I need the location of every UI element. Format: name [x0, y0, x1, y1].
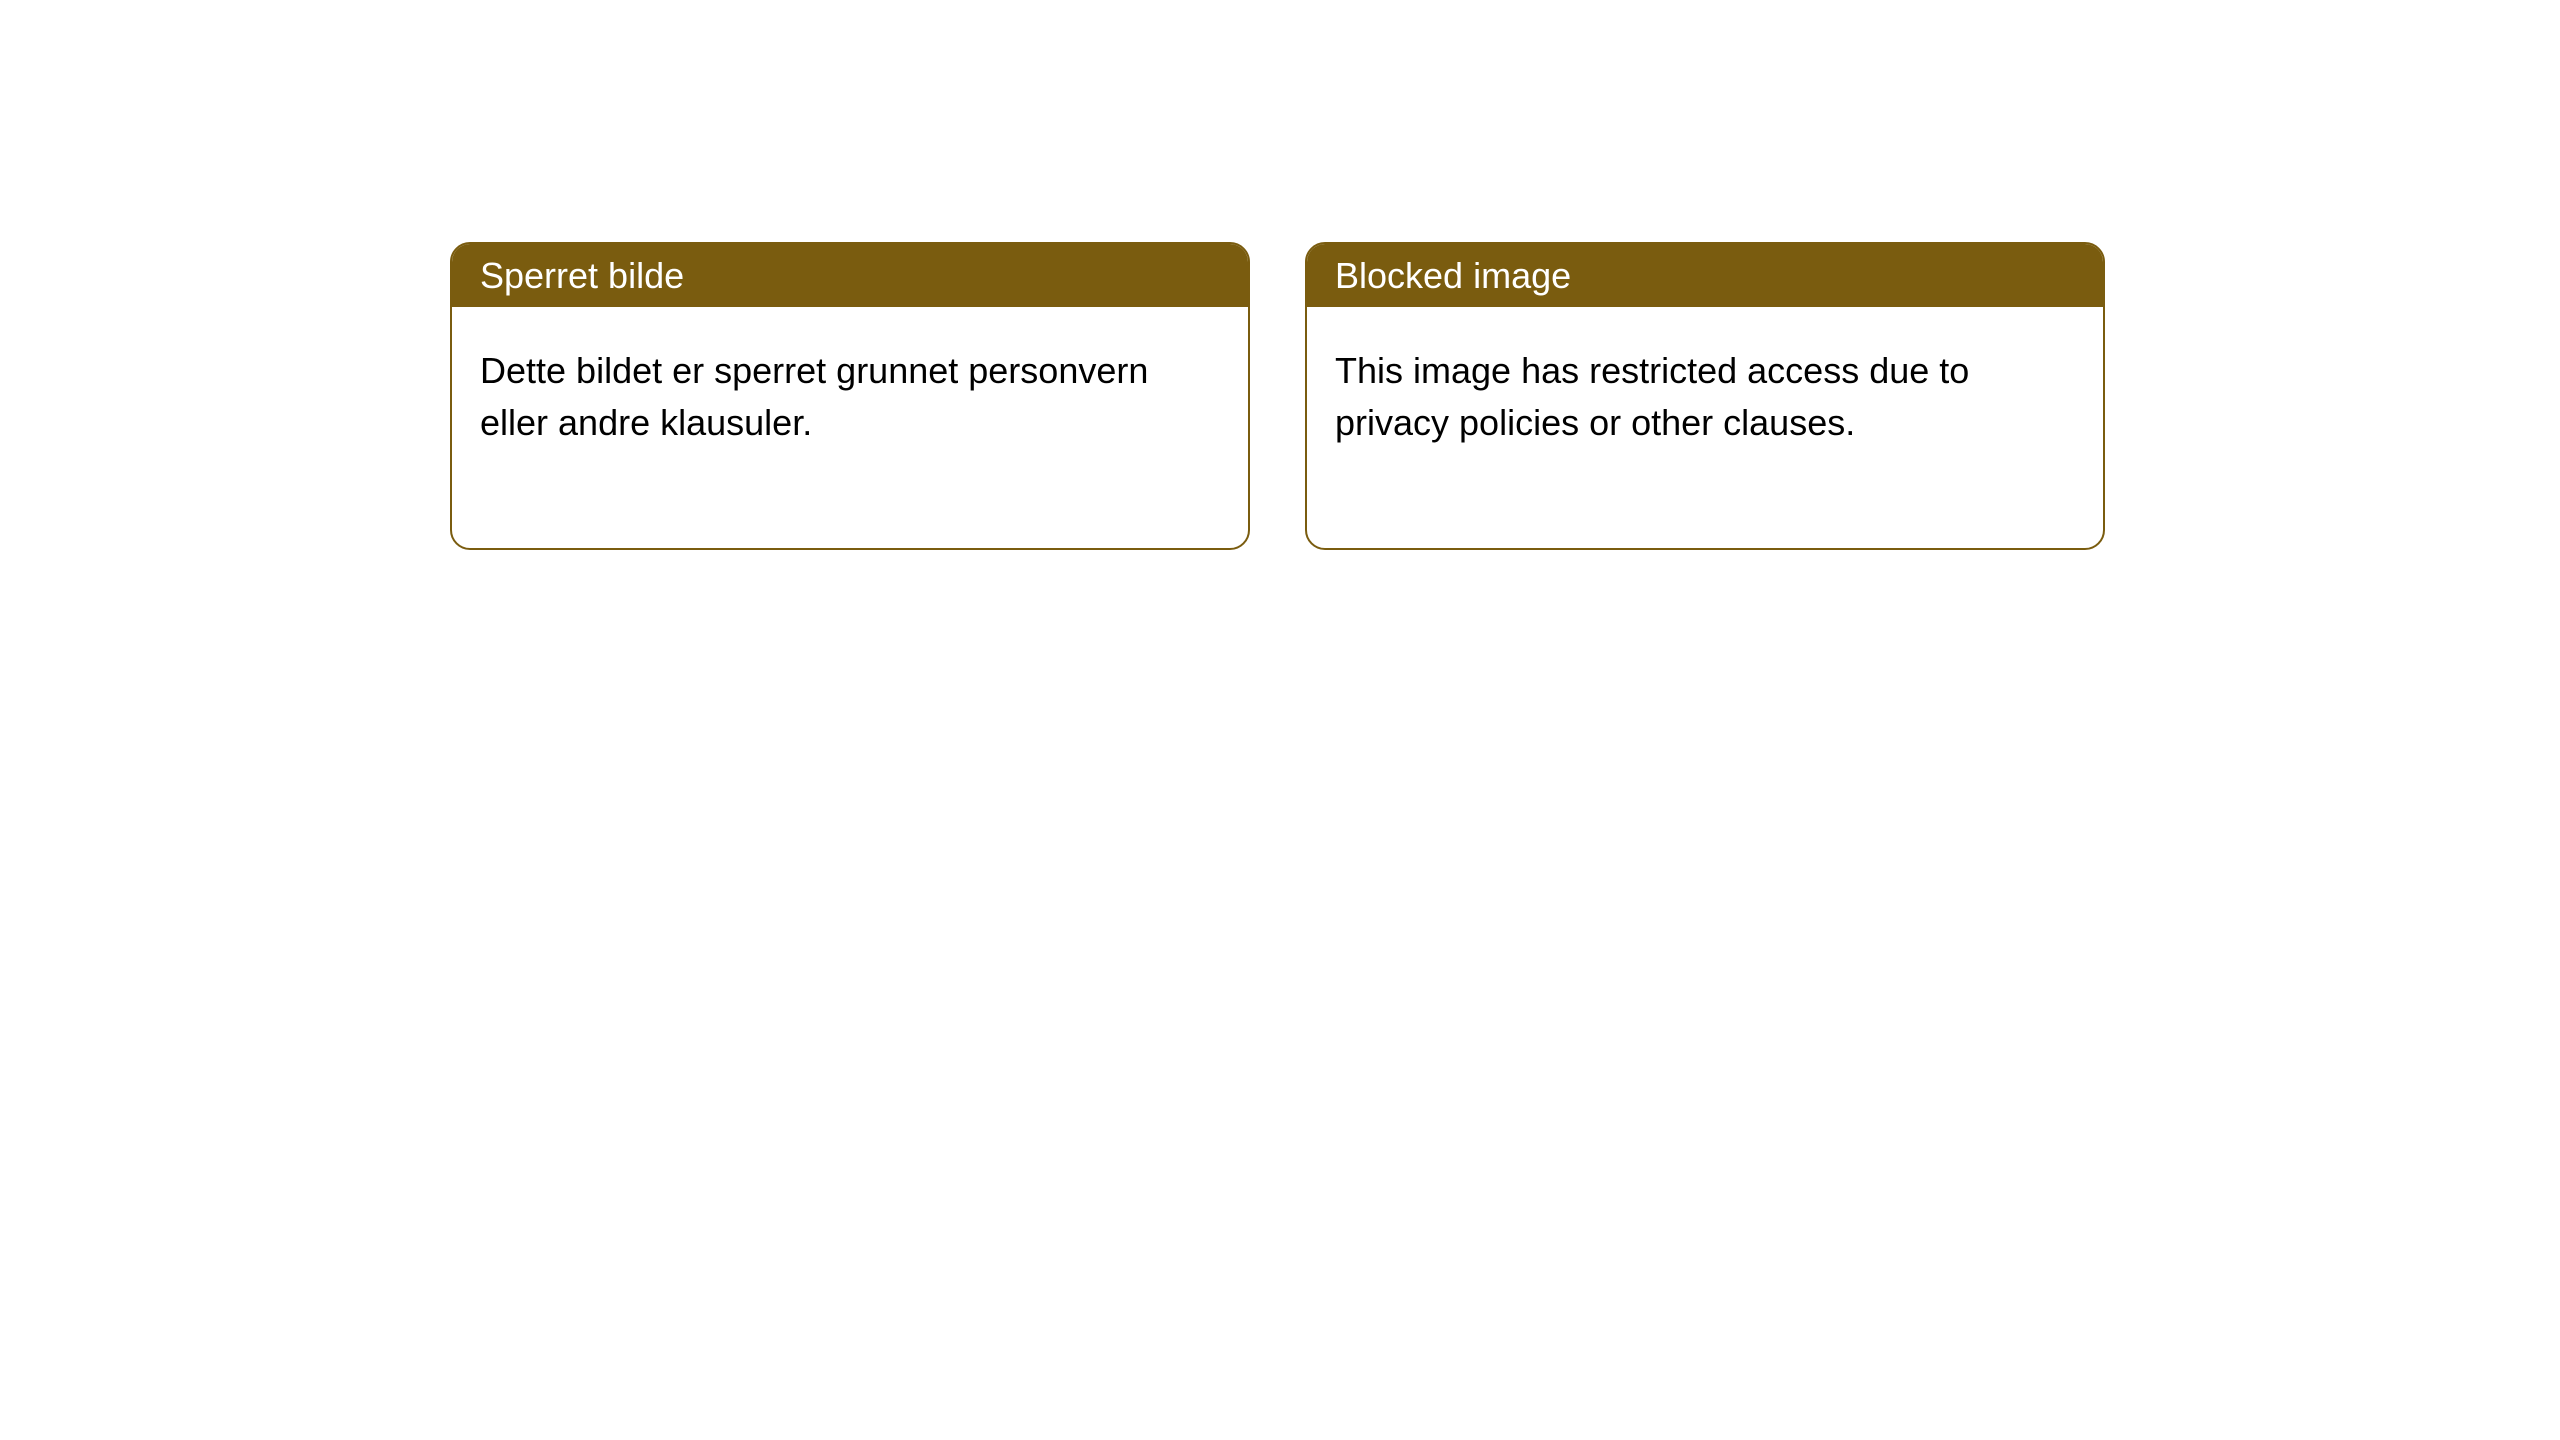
card-body-text: This image has restricted access due to … — [1335, 350, 1969, 443]
card-title: Blocked image — [1335, 255, 1571, 296]
card-title: Sperret bilde — [480, 255, 684, 296]
blocked-image-card-en: Blocked image This image has restricted … — [1305, 242, 2105, 550]
card-header: Blocked image — [1307, 244, 2103, 307]
card-body: Dette bildet er sperret grunnet personve… — [452, 307, 1248, 547]
notice-container: Sperret bilde Dette bildet er sperret gr… — [0, 0, 2560, 550]
card-body: This image has restricted access due to … — [1307, 307, 2103, 547]
card-header: Sperret bilde — [452, 244, 1248, 307]
card-body-text: Dette bildet er sperret grunnet personve… — [480, 350, 1148, 443]
blocked-image-card-no: Sperret bilde Dette bildet er sperret gr… — [450, 242, 1250, 550]
